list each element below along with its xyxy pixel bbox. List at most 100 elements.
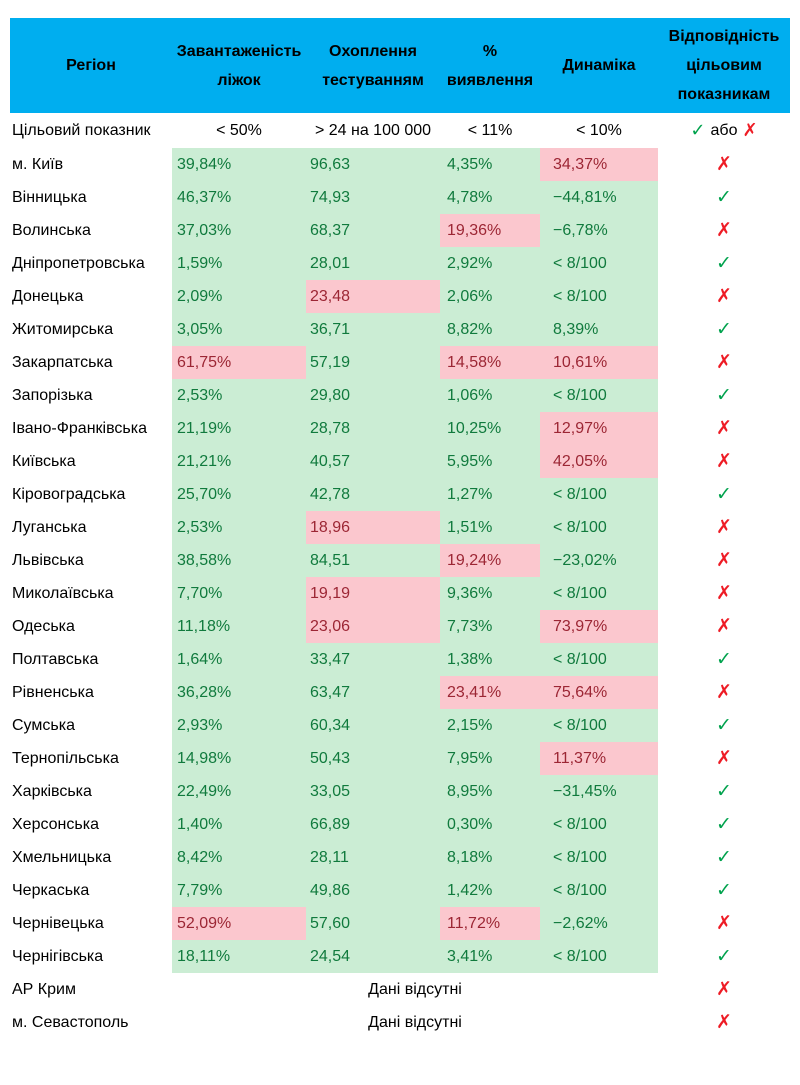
value-cell: 46,37% [172,181,306,214]
value-cell: 7,95% [440,742,540,775]
cross-icon: ✗ [716,153,732,175]
value-cell: < 8/100 [540,709,658,742]
value-cell: 11,72% [440,907,540,940]
region-name: Львівська [12,551,84,569]
value-cell: 23,48 [306,280,440,313]
value-cell: 19,24% [440,544,540,577]
value-cell: 7,79% [172,874,306,907]
table-body: м. Київ 39,84% 96,63 4,35% 34,37% ✗ Вінниць… [10,148,790,1039]
row-values: 36,28% 63,47 23,41% 75,64% [172,676,658,709]
row-values: Дані відсутні [172,973,658,1006]
row-values: Дані відсутні [172,1006,658,1039]
value-cell: 1,06% [440,379,540,412]
target-beds: < 50% [216,121,262,139]
value-cell: 7,70% [172,577,306,610]
value-cell: 40,57 [306,445,440,478]
value-cell: 57,19 [306,346,440,379]
table-row: Хмельницька 8,42% 28,11 8,18% < 8/100 ✓ [10,841,790,874]
value-cell: 21,21% [172,445,306,478]
value-cell: 7,73% [440,610,540,643]
value-cell: 33,47 [306,643,440,676]
value-cell: 23,06 [306,610,440,643]
table-row: Вінницька 46,37% 74,93 4,78% −44,81% ✓ [10,181,790,214]
value-cell: 42,05% [540,445,658,478]
value-cell: 1,38% [440,643,540,676]
value-cell: < 8/100 [540,643,658,676]
value-cell: 28,01 [306,247,440,280]
cross-icon: ✗ [716,582,732,604]
region-name: Дніпропетровська [12,254,145,272]
column-header-testing: Охоплення тестуванням [322,42,424,89]
check-icon: ✓ [716,252,732,274]
value-cell: 84,51 [306,544,440,577]
value-cell: < 8/100 [540,808,658,841]
value-cell: −23,02% [540,544,658,577]
region-name: Донецька [12,287,84,305]
table-row: Житомирська 3,05% 36,71 8,82% 8,39% ✓ [10,313,790,346]
value-cell: 36,71 [306,313,440,346]
value-cell: 96,63 [306,148,440,181]
value-cell: 2,06% [440,280,540,313]
value-cell: 19,36% [440,214,540,247]
table-row: Тернопільська 14,98% 50,43 7,95% 11,37% ✗ [10,742,790,775]
row-values: 61,75% 57,19 14,58% 10,61% [172,346,658,379]
value-cell: 12,97% [540,412,658,445]
value-cell: 22,49% [172,775,306,808]
target-testing: > 24 на 100 000 [314,121,432,139]
table-row: Кіровоградська 25,70% 42,78 1,27% < 8/100 ✓ [10,478,790,511]
table-row: Донецька 2,09% 23,48 2,06% < 8/100 ✗ [10,280,790,313]
table-row: Одеська 11,18% 23,06 7,73% 73,97% ✗ [10,610,790,643]
check-icon: ✓ [690,119,706,141]
row-values: 37,03% 68,37 19,36% −6,78% [172,214,658,247]
row-values: 7,70% 19,19 9,36% < 8/100 [172,577,658,610]
value-cell: 8,42% [172,841,306,874]
table-row: м. Київ 39,84% 96,63 4,35% 34,37% ✗ [10,148,790,181]
value-cell: 0,30% [440,808,540,841]
table-row: АР Крим Дані відсутні ✗ [10,973,790,1006]
check-icon: ✓ [716,846,732,868]
cross-icon: ✗ [716,747,732,769]
value-cell: 18,11% [172,940,306,973]
region-name: Черкаська [12,881,90,899]
value-cell: 37,03% [172,214,306,247]
value-cell: 2,93% [172,709,306,742]
table-row: Закарпатська 61,75% 57,19 14,58% 10,61% ✗ [10,346,790,379]
value-cell: 9,36% [440,577,540,610]
value-cell: 57,60 [306,907,440,940]
region-name: Миколаївська [12,584,114,602]
value-cell: 28,11 [306,841,440,874]
column-header-dynamics: Динаміка [562,57,636,74]
cross-icon: ✗ [716,549,732,571]
region-name: м. Київ [12,155,64,173]
value-cell: 2,09% [172,280,306,313]
value-cell: 1,51% [440,511,540,544]
check-icon: ✓ [716,483,732,505]
check-icon: ✓ [716,879,732,901]
column-header-beds: Завантаженість ліжок [176,42,302,89]
row-values: 1,40% 66,89 0,30% < 8/100 [172,808,658,841]
row-values: 8,42% 28,11 8,18% < 8/100 [172,841,658,874]
row-values: 1,59% 28,01 2,92% < 8/100 [172,247,658,280]
check-icon: ✓ [716,384,732,406]
value-cell: 10,61% [540,346,658,379]
row-values: 46,37% 74,93 4,78% −44,81% [172,181,658,214]
table-row: Сумська 2,93% 60,34 2,15% < 8/100 ✓ [10,709,790,742]
value-cell: 34,37% [540,148,658,181]
check-icon: ✓ [716,813,732,835]
value-cell: 38,58% [172,544,306,577]
table-row: Черкаська 7,79% 49,86 1,42% < 8/100 ✓ [10,874,790,907]
region-name: Тернопільська [12,749,119,767]
region-name: Закарпатська [12,353,113,371]
cross-icon: ✗ [716,285,732,307]
value-cell: 2,53% [172,379,306,412]
value-cell: 1,27% [440,478,540,511]
value-cell: 2,92% [440,247,540,280]
check-icon: ✓ [716,318,732,340]
cross-icon: ✗ [716,978,732,1000]
value-cell: 21,19% [172,412,306,445]
table-row: Чернігівська 18,11% 24,54 3,41% < 8/100 ✓ [10,940,790,973]
row-values: 2,93% 60,34 2,15% < 8/100 [172,709,658,742]
no-data-cell: Дані відсутні [368,1013,462,1031]
check-icon: ✓ [716,945,732,967]
value-cell: < 8/100 [540,511,658,544]
